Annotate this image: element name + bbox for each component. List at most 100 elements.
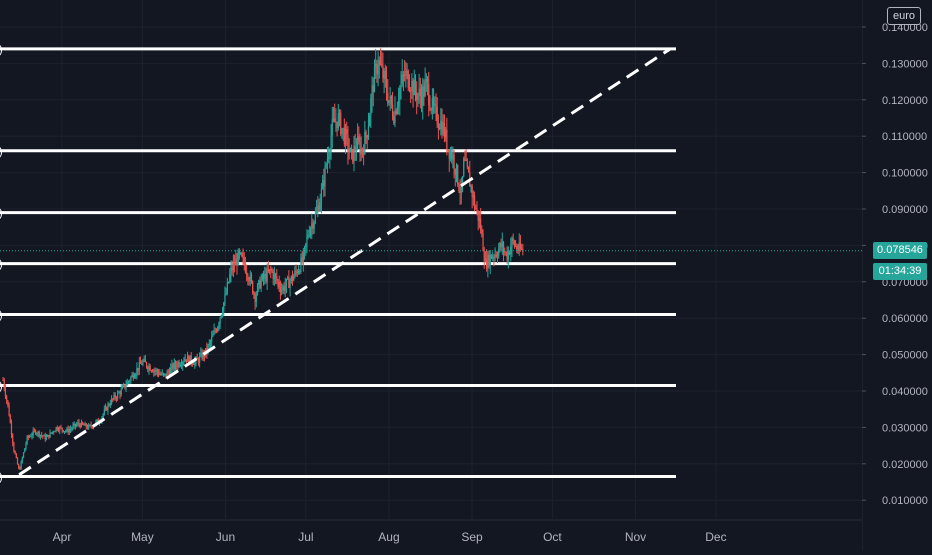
candle-body [32,430,34,436]
candle-body [348,150,350,152]
candle-body [360,148,362,155]
level-label-stub: ) [0,381,3,393]
candle-body [410,90,412,92]
candle-body [192,363,195,365]
candle-body [364,131,366,155]
candle-body [405,70,407,77]
candle-body [475,207,477,210]
candle-body [31,435,33,437]
last-price-label: 0.078546 [873,242,927,259]
candle-body [115,397,118,399]
candle-body [202,351,204,359]
candle-body [172,364,174,370]
candle-body [126,381,128,386]
candle-body [76,424,78,426]
candle-body [490,254,493,259]
candle-body [136,367,138,375]
candle-body [194,360,196,365]
candle-body [309,228,312,236]
candle-body [400,83,402,89]
candle-body [143,359,145,362]
x-axis[interactable]: Apr May Jun Jul Aug Sep Oct Nov Dec [0,519,862,544]
level-label-stub: ) [0,259,3,271]
candle-body [102,414,104,417]
candle-body [149,366,151,371]
candle-body [38,431,40,437]
candle-body [361,148,364,153]
candle-body [407,71,409,89]
candle-body [184,359,186,362]
candle-body [21,457,23,462]
candle-body [346,129,348,135]
candle-body [303,246,306,253]
y-tick-label: 0.110000 [882,131,927,143]
candle-body [4,388,7,397]
candle-body [294,270,296,277]
candle-body [289,280,291,288]
candle-body [481,229,483,234]
candle-body [84,423,86,426]
candle-body [20,461,22,470]
candle-body [359,141,361,155]
x-tick-label: Aug [378,530,399,544]
level-label-stub: ) [0,44,3,56]
candle-body [189,355,191,364]
candle-body [452,154,454,160]
candle-body [22,452,25,458]
candle-body [110,398,113,405]
candle-body [493,256,495,258]
x-tick-label: Sep [461,530,483,544]
candle-body [398,100,400,107]
candle-body [486,258,488,269]
y-tick-label: 0.020000 [882,459,928,471]
candle-body [516,245,518,250]
candle-body [504,251,506,253]
candle-body [197,359,200,363]
candle-body [131,374,133,377]
trendline[interactable] [18,47,672,476]
candle-body [476,209,478,211]
candle-body [408,88,411,91]
candle-body [293,276,295,281]
candle-body [168,371,171,375]
candle-body [480,218,482,230]
candle-body [271,270,273,272]
candle-body [83,424,85,426]
candle-body [506,252,508,261]
candle-body [288,277,290,288]
candle-body [388,100,390,103]
candle-body [258,280,260,285]
candle-body [440,120,442,130]
y-tick-label: 0.050000 [882,350,928,362]
candle-body [457,164,459,185]
candle-body [417,94,419,100]
candle-body [347,134,349,151]
currency-badge[interactable]: euro [887,7,921,25]
candle-body [301,257,303,263]
candle-body [268,269,271,272]
candle-body [190,355,192,363]
candle-body [419,88,421,97]
candle-body [467,167,470,173]
candle-body [281,290,283,292]
candle-body [224,294,226,303]
candle-body [19,468,21,470]
candle-body [264,273,266,279]
candle-body [383,71,385,79]
candle-body [13,443,15,452]
candle-body [132,374,134,379]
y-tick-label: 0.140000 [882,22,928,34]
candle-body [363,152,365,155]
candle-body [391,104,394,117]
candle-body [320,189,323,202]
candle-body [287,277,289,279]
candle-body [371,85,373,98]
candle-body [156,369,159,373]
candle-body [9,415,11,423]
candle-body [77,422,79,425]
candle-body [473,195,476,208]
candle-body [266,269,268,282]
candle-body [160,374,162,376]
candle-series [2,48,524,470]
